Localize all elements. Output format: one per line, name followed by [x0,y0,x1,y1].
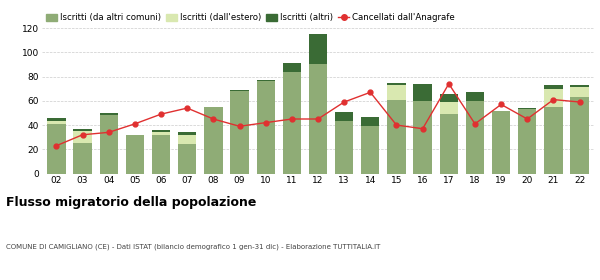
Bar [466,101,484,174]
Bar [178,144,196,174]
Bar [309,64,327,174]
Bar [204,107,223,174]
Bar [178,132,196,135]
Bar [571,85,589,87]
Bar [47,124,65,174]
Bar [492,111,510,174]
Bar [47,118,65,122]
Bar [518,108,536,109]
Bar [73,129,92,131]
Bar [73,143,92,174]
Bar [283,72,301,174]
Bar [440,102,458,114]
Bar [544,107,563,174]
Bar [571,97,589,174]
Text: COMUNE DI CAMIGLIANO (CE) - Dati ISTAT (bilancio demografico 1 gen-31 dic) - Ela: COMUNE DI CAMIGLIANO (CE) - Dati ISTAT (… [6,244,380,250]
Bar [544,89,563,107]
Bar [466,92,484,101]
Bar [388,100,406,174]
Bar [361,116,379,126]
Bar [413,84,432,101]
Bar [230,91,248,174]
Bar [230,90,248,91]
Bar [388,85,406,100]
Bar [178,135,196,144]
Bar [440,114,458,174]
Bar [100,115,118,174]
Bar [283,63,301,72]
Bar [100,113,118,115]
Bar [152,135,170,174]
Bar [440,94,458,102]
Bar [152,130,170,132]
Bar [257,81,275,174]
Bar [335,122,353,174]
Bar [257,80,275,81]
Bar [335,112,353,122]
Bar [73,131,92,143]
Bar [309,34,327,64]
Bar [571,87,589,97]
Bar [47,122,65,124]
Bar [413,101,432,174]
Bar [388,83,406,85]
Text: Flusso migratorio della popolazione: Flusso migratorio della popolazione [6,196,256,209]
Legend: Iscritti (da altri comuni), Iscritti (dall'estero), Iscritti (altri), Cancellati: Iscritti (da altri comuni), Iscritti (da… [46,13,455,22]
Bar [361,126,379,174]
Bar [126,135,144,174]
Bar [544,85,563,89]
Bar [152,132,170,135]
Bar [518,109,536,174]
